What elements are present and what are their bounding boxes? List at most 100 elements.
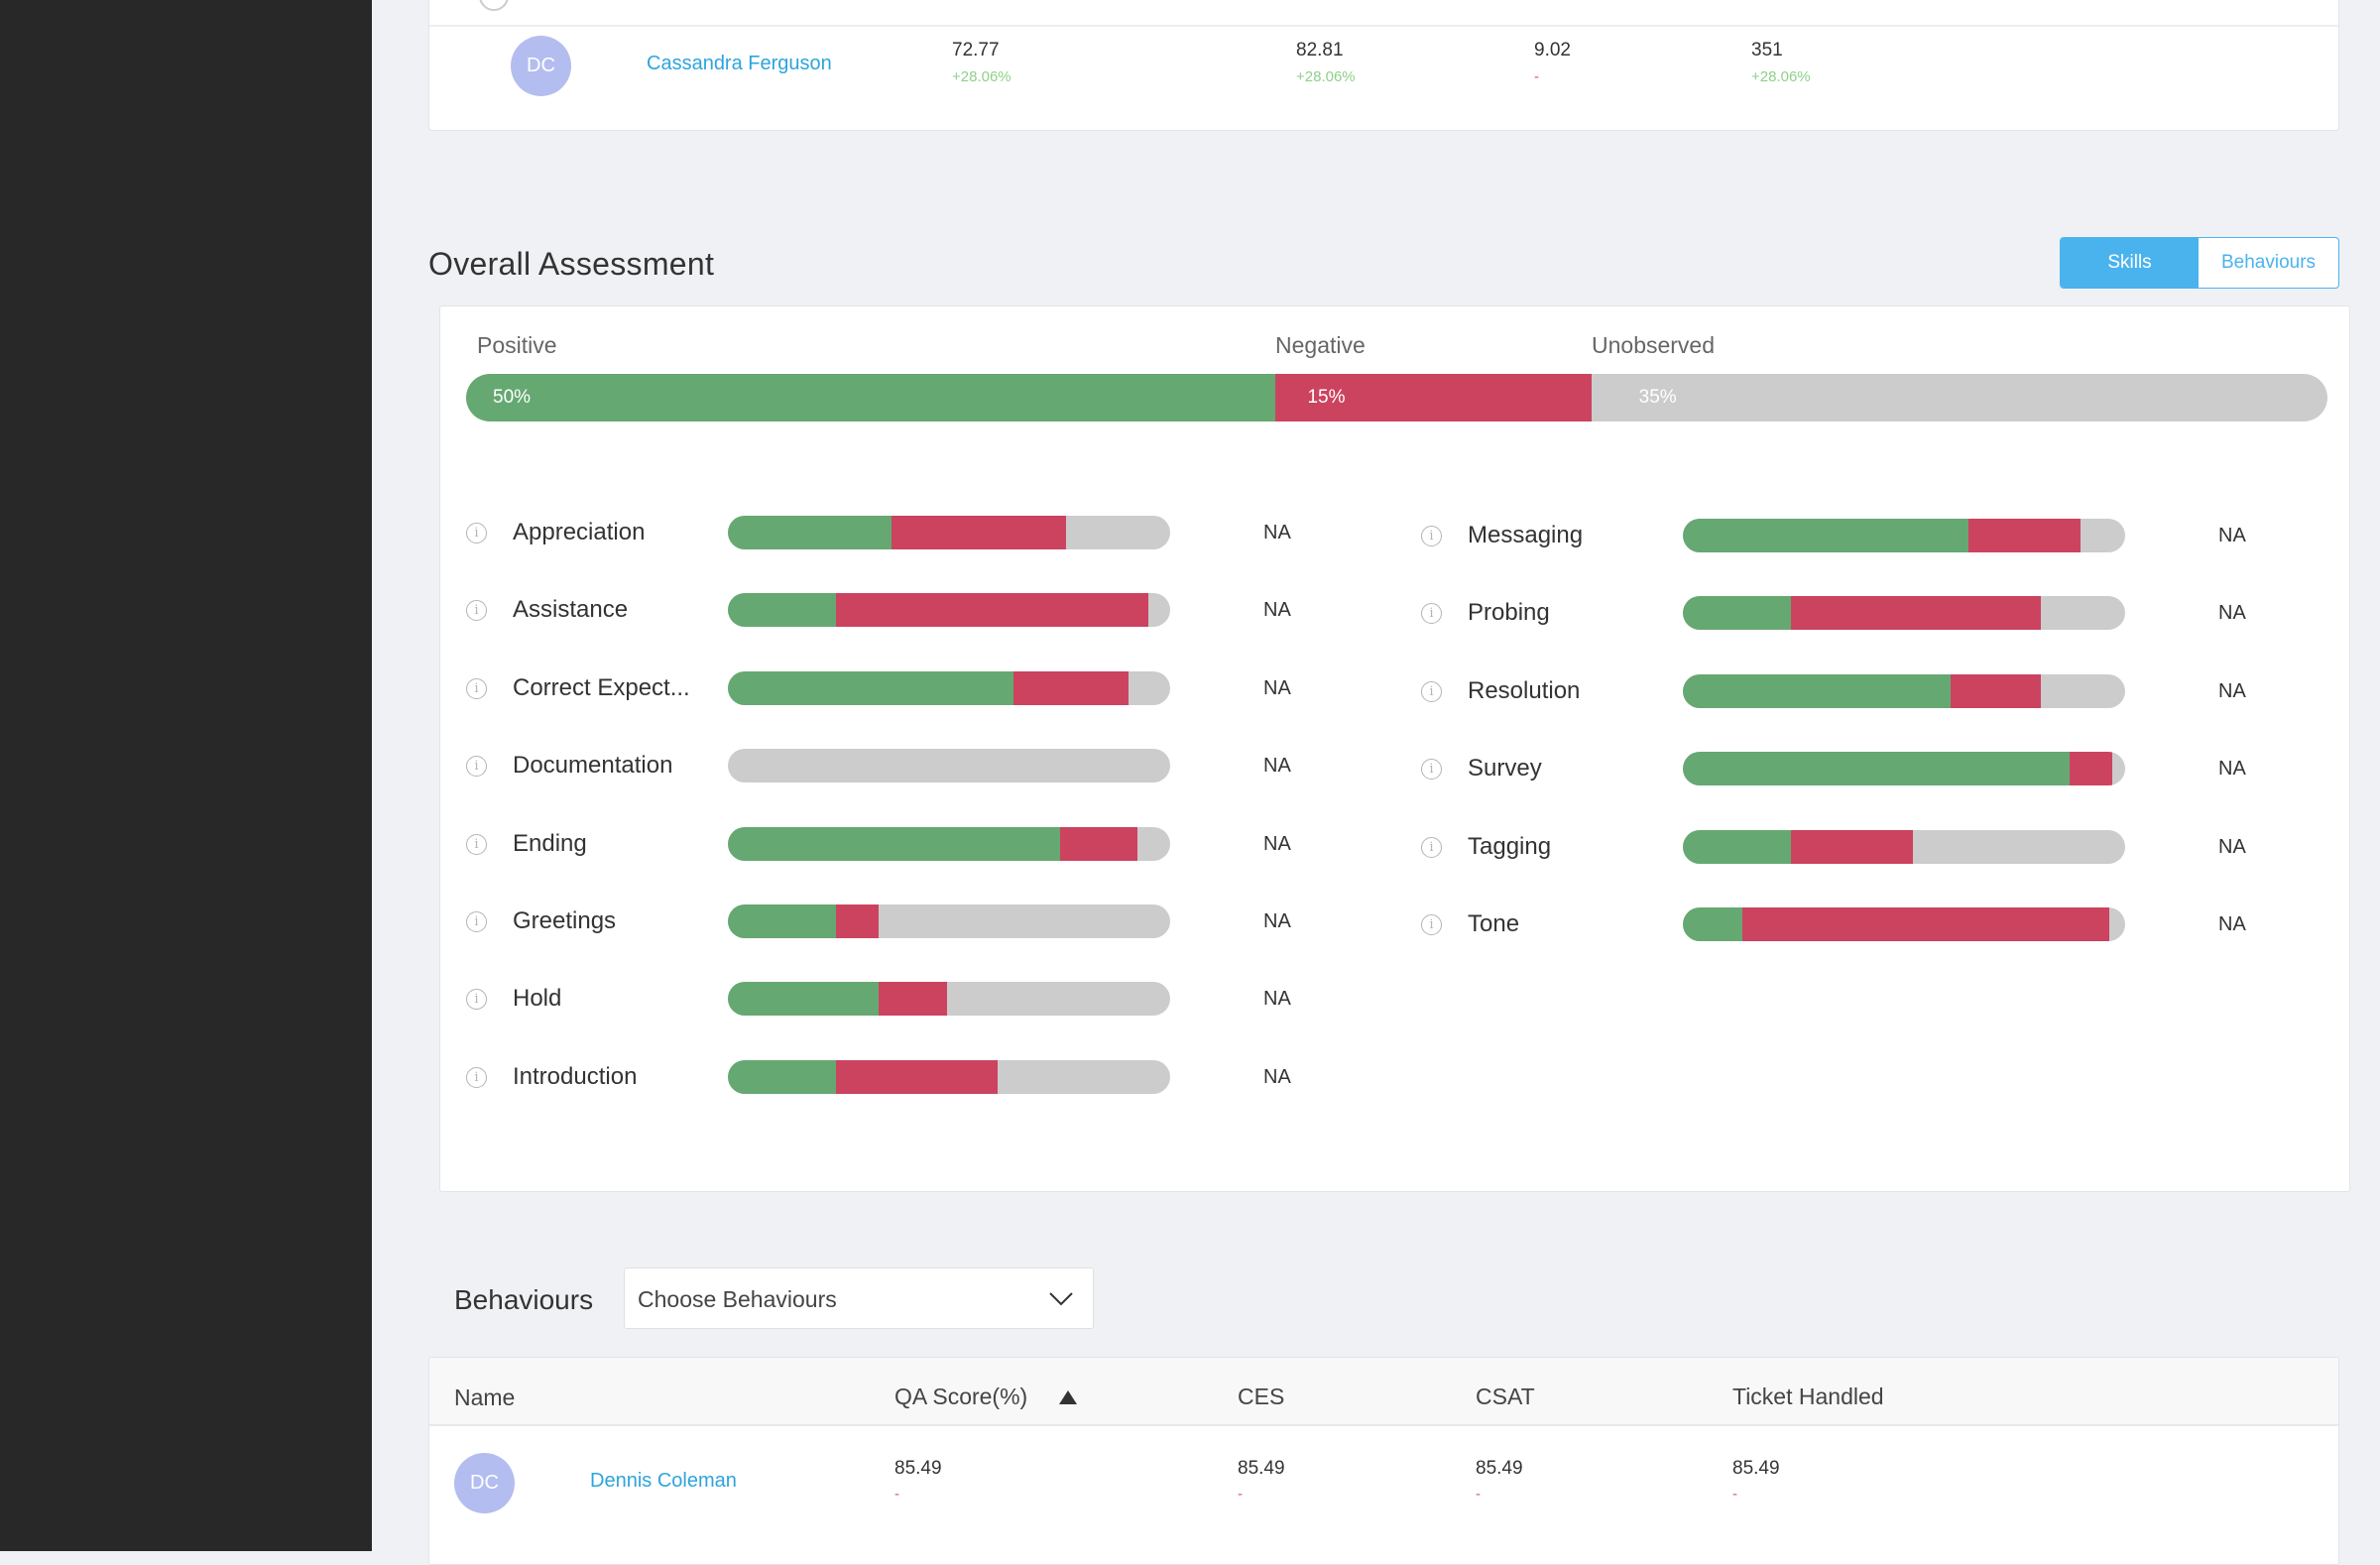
skill-row: i Appreciation NA	[466, 513, 1359, 552]
skill-stacked-bar	[728, 826, 1170, 861]
skill-row: i Assistance NA	[466, 590, 1359, 630]
dropdown-value: Choose Behaviours	[638, 1286, 837, 1312]
csat-cell: 9.02 -	[1534, 40, 1571, 85]
qa-score-cell: 72.77 +28.06%	[952, 40, 1012, 85]
qa-score-delta: -	[894, 1486, 899, 1503]
skill-name: Documentation	[513, 752, 673, 780]
tickets-column-header[interactable]: Ticket Handled	[1732, 1384, 1884, 1409]
positive-label: Positive	[477, 332, 557, 358]
info-icon[interactable]: i	[1421, 526, 1442, 546]
ces-delta: +28.06%	[1296, 68, 1356, 85]
skill-negative-segment	[1791, 596, 2042, 631]
info-icon[interactable]: i	[466, 1066, 487, 1088]
ces-value: 85.49	[1238, 1458, 1285, 1479]
csat-value: 9.02	[1534, 40, 1571, 60]
info-icon[interactable]: i	[1421, 603, 1442, 625]
skill-stacked-bar	[728, 982, 1170, 1017]
skill-score-value: NA	[1263, 599, 1291, 622]
qa-score-value: 85.49	[894, 1458, 942, 1479]
behaviours-dropdown[interactable]: Choose Behaviours	[624, 1267, 1094, 1329]
csat-column-header[interactable]: CSAT	[1476, 1384, 1535, 1409]
skill-stacked-bar	[728, 516, 1170, 549]
skills-behaviours-toggle: Skills Behaviours	[2060, 237, 2339, 289]
info-icon[interactable]: i	[466, 911, 487, 932]
negative-segment: 15%	[1275, 374, 1592, 421]
qa-score-column-header[interactable]: QA Score(%)	[894, 1384, 1078, 1411]
csat-value: 85.49	[1476, 1458, 1523, 1479]
unobserved-segment: 35%	[1591, 374, 2327, 421]
skill-row: i Probing NA	[1421, 593, 2314, 633]
skill-stacked-bar	[1683, 596, 2125, 631]
info-icon[interactable]: i	[466, 756, 487, 778]
info-icon[interactable]: i	[1421, 836, 1442, 858]
agent-name-link[interactable]: Cassandra Ferguson	[647, 53, 832, 74]
behaviours-toggle-button[interactable]: Behaviours	[2220, 252, 2317, 273]
ces-cell: 82.81 +28.06%	[1296, 40, 1356, 85]
skill-stacked-bar	[728, 670, 1170, 705]
header-sort-icon[interactable]	[479, 0, 509, 11]
skill-score-value: NA	[1263, 832, 1291, 855]
skill-negative-segment	[1967, 519, 2082, 552]
ces-cell: 85.49 -	[1238, 1458, 1285, 1503]
skill-negative-segment	[1059, 826, 1137, 861]
skill-positive-segment	[728, 826, 1060, 861]
skill-score-value: NA	[1263, 755, 1291, 778]
skill-name: Appreciation	[513, 519, 646, 545]
skill-row: i Hold NA	[466, 979, 1359, 1019]
skill-negative-segment	[1950, 673, 2042, 708]
skill-score-value: NA	[2218, 679, 2246, 702]
name-column-header[interactable]: Name	[454, 1384, 516, 1410]
info-icon[interactable]: i	[466, 600, 487, 622]
info-icon[interactable]: i	[466, 989, 487, 1011]
skill-score-value: NA	[2218, 758, 2246, 781]
info-icon[interactable]: i	[466, 833, 487, 855]
csat-delta: -	[1476, 1486, 1481, 1503]
skill-negative-segment	[836, 904, 879, 938]
skill-name: Survey	[1468, 755, 1542, 782]
skill-positive-segment	[1683, 519, 1968, 552]
skill-name: Assistance	[513, 596, 629, 624]
skill-name: Introduction	[513, 1062, 638, 1090]
table-divider	[429, 25, 2338, 27]
sort-ascending-icon[interactable]	[1058, 1384, 1078, 1411]
skill-negative-segment	[2070, 752, 2112, 786]
skill-row: i Survey NA	[1421, 749, 2314, 788]
skill-negative-segment	[1742, 907, 2110, 941]
skill-stacked-bar	[1683, 829, 2125, 864]
tickets-delta: -	[1732, 1486, 1737, 1503]
skill-positive-segment	[728, 1059, 837, 1094]
table-header: Name QA Score(%) CES CSAT Ticket Handled	[429, 1358, 2338, 1426]
skill-row: i Introduction NA	[466, 1057, 1359, 1097]
ces-delta: -	[1238, 1486, 1243, 1503]
info-icon[interactable]: i	[1421, 680, 1442, 702]
info-icon[interactable]: i	[1421, 914, 1442, 935]
negative-label: Negative	[1275, 332, 1366, 358]
ces-column-header[interactable]: CES	[1238, 1384, 1285, 1409]
skill-name: Hold	[513, 985, 562, 1013]
skill-positive-segment	[728, 593, 837, 628]
skill-positive-segment	[1683, 673, 1951, 708]
skill-stacked-bar	[1683, 673, 2125, 708]
skills-toggle-button[interactable]: Skills	[2061, 238, 2199, 288]
skill-stacked-bar	[728, 749, 1170, 783]
qa-score-cell: 85.49 -	[894, 1458, 942, 1503]
skill-positive-segment	[728, 982, 879, 1017]
skill-row: i Tone NA	[1421, 904, 2314, 944]
tickets-value: 351	[1751, 40, 1783, 60]
skill-positive-segment	[1683, 907, 1743, 941]
skill-stacked-bar	[728, 1059, 1170, 1094]
skill-score-value: NA	[2218, 835, 2246, 858]
skill-score-value: NA	[2218, 525, 2246, 546]
info-icon[interactable]: i	[466, 523, 487, 543]
skill-positive-segment	[1683, 596, 1792, 631]
tickets-cell: 85.49 -	[1732, 1458, 1780, 1503]
positive-segment: 50%	[466, 374, 1276, 421]
info-icon[interactable]: i	[466, 677, 487, 699]
agent-name-link[interactable]: Dennis Coleman	[590, 1470, 737, 1492]
skill-row: i Ending NA	[466, 824, 1359, 864]
skill-score-value: NA	[2218, 913, 2246, 935]
skill-positive-segment	[728, 516, 892, 549]
csat-cell: 85.49 -	[1476, 1458, 1523, 1503]
info-icon[interactable]: i	[1421, 759, 1442, 781]
skill-score-value: NA	[1263, 676, 1291, 699]
